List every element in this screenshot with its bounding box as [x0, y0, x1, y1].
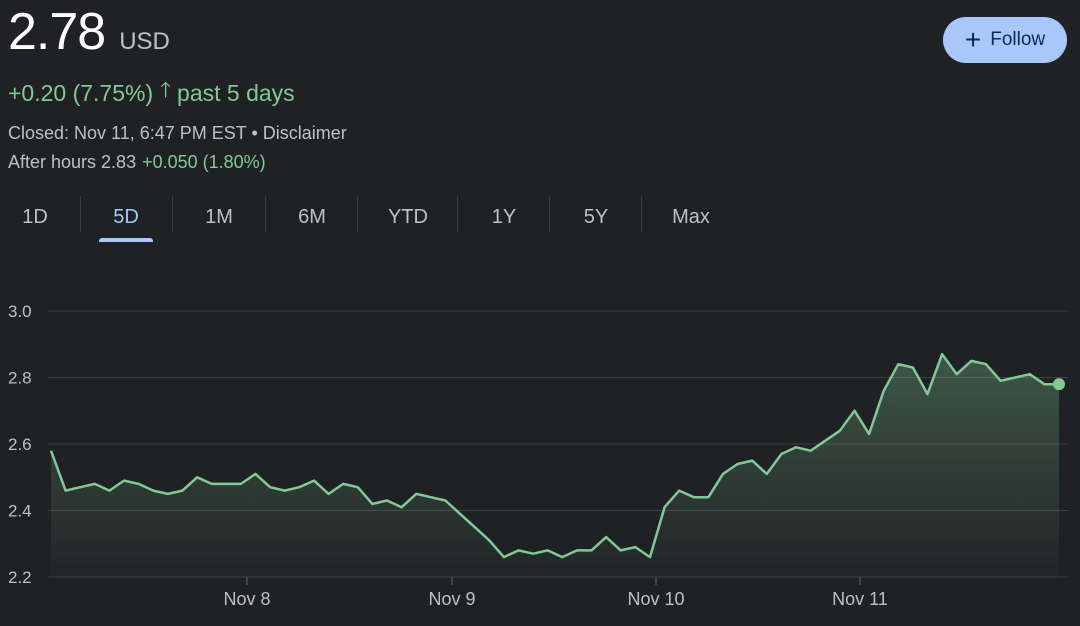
x-tick-label: Nov 10: [627, 589, 684, 609]
range-tabs: 1D 5D 1M 6M YTD 1Y 5Y Max: [0, 196, 740, 242]
tab-1m[interactable]: 1M: [205, 206, 233, 228]
tab-ytd[interactable]: YTD: [388, 206, 428, 228]
tab-divider: [80, 196, 81, 232]
tab-divider: [641, 196, 642, 232]
price-area: [51, 354, 1059, 577]
closed-info: Closed: Nov 11, 6:47 PM EST • Disclaimer: [8, 123, 347, 143]
y-tick-label: 3.0: [8, 302, 32, 321]
plus-icon: +: [964, 24, 982, 55]
y-tick-label: 2.4: [8, 502, 32, 521]
change-value: +0.20 (7.75%): [8, 80, 154, 106]
tab-divider: [172, 196, 173, 232]
tab-divider: [265, 196, 266, 232]
tab-5d[interactable]: 5D: [90, 196, 162, 242]
price-chart[interactable]: 3.0 2.8 2.6 2.4 2.2 Nov 8 Nov 9 Nov 10 Nov 11: [0, 290, 1080, 626]
last-price-dot: [1053, 378, 1065, 391]
tab-divider: [457, 196, 458, 232]
price-change: +0.20 (7.75%) 🡑 past 5 days: [8, 76, 295, 111]
tab-max[interactable]: Max: [672, 206, 710, 228]
currency-label: USD: [119, 28, 170, 55]
tab-5y[interactable]: 5Y: [583, 206, 609, 228]
follow-button[interactable]: + Follow: [943, 17, 1067, 63]
x-tick-label: Nov 9: [428, 589, 475, 609]
follow-button-label: Follow: [990, 29, 1046, 50]
after-hours-info: After hours 2.83 +0.050 (1.80%): [8, 152, 266, 173]
after-hours-price: After hours 2.83: [8, 152, 137, 172]
tab-1y[interactable]: 1Y: [491, 206, 517, 228]
active-tab-indicator: [99, 238, 153, 242]
tab-1d[interactable]: 1D: [22, 206, 48, 228]
price-line: [49, 352, 1059, 559]
x-tick-label: Nov 11: [832, 589, 888, 609]
change-period: past 5 days: [177, 80, 295, 106]
y-tick-label: 2.6: [8, 435, 32, 454]
x-tick-label: Nov 8: [223, 589, 270, 609]
current-price: 2.78: [8, 3, 106, 61]
arrow-up-icon: 🡑: [160, 79, 172, 102]
price-header: 2.78 USD: [8, 6, 170, 58]
tab-divider: [549, 196, 550, 232]
after-hours-change: +0.050 (1.80%): [142, 152, 266, 172]
y-tick-label: 2.2: [8, 568, 32, 587]
y-tick-label: 2.8: [8, 369, 32, 388]
tab-6m[interactable]: 6M: [298, 206, 326, 228]
tab-divider: [357, 196, 358, 232]
